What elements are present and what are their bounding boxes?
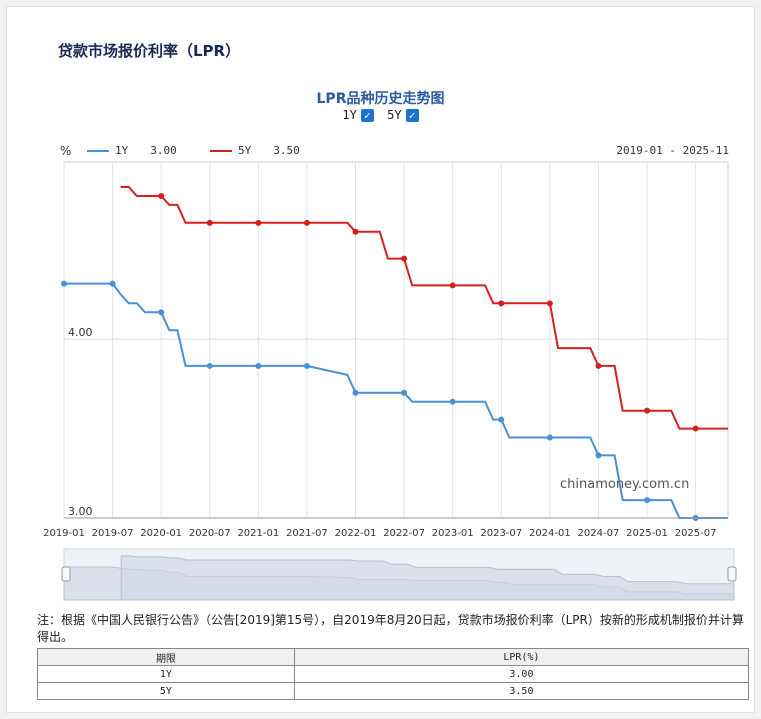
data-point-1y xyxy=(595,452,602,459)
legend-item-5y[interactable]: 5Y 3.50 xyxy=(210,144,300,157)
navigator-area-5y xyxy=(120,555,735,601)
plot-area xyxy=(63,161,729,519)
data-point-5y xyxy=(401,255,408,262)
x-tick-label: 2023-01 xyxy=(432,528,474,539)
legend-label-1y: 1Y xyxy=(115,144,129,157)
data-point-5y xyxy=(449,282,456,289)
table-cell-rate: 3.00 xyxy=(293,665,750,683)
table-cell-rate: 3.50 xyxy=(293,682,750,700)
legend-swatch-1y xyxy=(87,149,109,152)
legend-swatch-5y xyxy=(210,149,232,152)
x-tick-label: 2019-07 xyxy=(92,528,134,539)
toggle-1y-label: 1Y xyxy=(342,108,357,122)
toggle-5y[interactable]: 5Y ✓ xyxy=(387,108,419,122)
range-navigator[interactable] xyxy=(61,548,737,601)
checkbox-1y-icon[interactable]: ✓ xyxy=(360,108,374,122)
x-tick-label: 2024-07 xyxy=(578,528,620,539)
table-header-term: 期限 xyxy=(37,648,295,666)
data-point-5y xyxy=(595,362,602,369)
x-tick-label: 2024-01 xyxy=(529,528,571,539)
x-tick-label: 2020-01 xyxy=(140,528,182,539)
x-tick-label: 2025-07 xyxy=(675,528,717,539)
series-line-5y xyxy=(120,186,728,430)
data-point-1y xyxy=(255,362,262,369)
table-header-lpr: LPR(%) xyxy=(293,648,750,666)
data-point-5y xyxy=(692,425,699,432)
toggle-1y[interactable]: 1Y ✓ xyxy=(342,108,374,122)
checkbox-5y-icon[interactable]: ✓ xyxy=(405,108,419,122)
data-point-5y xyxy=(158,192,165,199)
legend-value-1y: 3.00 xyxy=(150,144,177,157)
footnote: 注：根据《中国人民银行公告》（公告[2019]第15号），自2019年8月20日… xyxy=(37,613,744,644)
data-point-5y xyxy=(498,300,505,307)
legend-value-5y: 3.50 xyxy=(273,144,300,157)
table-row: 1Y 3.00 xyxy=(37,665,750,683)
data-point-1y xyxy=(644,497,651,504)
legend-item-1y[interactable]: 1Y 3.00 xyxy=(87,144,177,157)
data-point-5y xyxy=(546,300,553,307)
data-point-1y xyxy=(206,362,213,369)
data-point-1y xyxy=(109,280,116,287)
x-tick-label: 2019-01 xyxy=(43,528,85,539)
x-tick-label: 2022-01 xyxy=(335,528,377,539)
y-tick-label: 3.00 xyxy=(68,505,93,518)
x-tick-label: 2021-01 xyxy=(237,528,279,539)
table-cell-term: 5Y xyxy=(37,682,295,700)
toggle-5y-label: 5Y xyxy=(387,108,402,122)
navigator-handle-left xyxy=(61,566,71,582)
series-toggles: 1Y ✓ 5Y ✓ xyxy=(0,108,761,122)
table-row: 5Y 3.50 xyxy=(37,682,750,700)
data-point-5y xyxy=(206,219,213,226)
data-point-1y xyxy=(498,416,505,423)
data-point-5y xyxy=(255,219,262,226)
lpr-chart: 4.00 3.00 2019-01 2019-07 2020-01 2020-07 2021… xyxy=(43,161,737,601)
table-cell-term: 1Y xyxy=(37,665,295,683)
table-header-row: 期限 LPR(%) xyxy=(37,648,750,666)
chart-title: LPR品种历史走势图 xyxy=(316,91,445,107)
data-point-1y xyxy=(158,309,165,316)
data-point-1y xyxy=(303,362,310,369)
x-tick-label: 2021-07 xyxy=(286,528,328,539)
watermark-text: chinamoney.com.cn xyxy=(560,477,689,492)
page-title: 贷款市场报价利率（LPR） xyxy=(58,42,241,60)
data-point-1y xyxy=(352,389,359,396)
chart-lines xyxy=(64,186,728,519)
date-range: 2019-01 - 2025-11 xyxy=(616,144,729,157)
navigator-handle-right xyxy=(727,566,737,582)
series-line-1y xyxy=(64,282,728,519)
y-tick-label: 4.00 xyxy=(68,326,93,339)
lpr-table: 期限 LPR(%) 1Y 3.00 5Y 3.50 xyxy=(37,648,750,700)
data-point-5y xyxy=(352,228,359,235)
chart-axes: 4.00 3.00 2019-01 2019-07 2020-01 2020-07 2021… xyxy=(43,326,728,539)
legend-label-5y: 5Y xyxy=(238,144,252,157)
y-unit-label: % xyxy=(60,144,72,158)
x-tick-label: 2025-01 xyxy=(626,528,668,539)
data-point-1y xyxy=(61,280,67,287)
x-tick-label: 2022-07 xyxy=(383,528,425,539)
data-point-5y xyxy=(303,219,310,226)
chart-markers xyxy=(61,192,699,521)
data-point-1y xyxy=(449,398,456,405)
data-point-1y xyxy=(546,434,553,441)
x-tick-label: 2020-07 xyxy=(189,528,231,539)
x-tick-label: 2023-07 xyxy=(480,528,522,539)
data-point-5y xyxy=(644,407,651,414)
chart-grid xyxy=(63,161,729,519)
data-point-1y xyxy=(401,389,408,396)
